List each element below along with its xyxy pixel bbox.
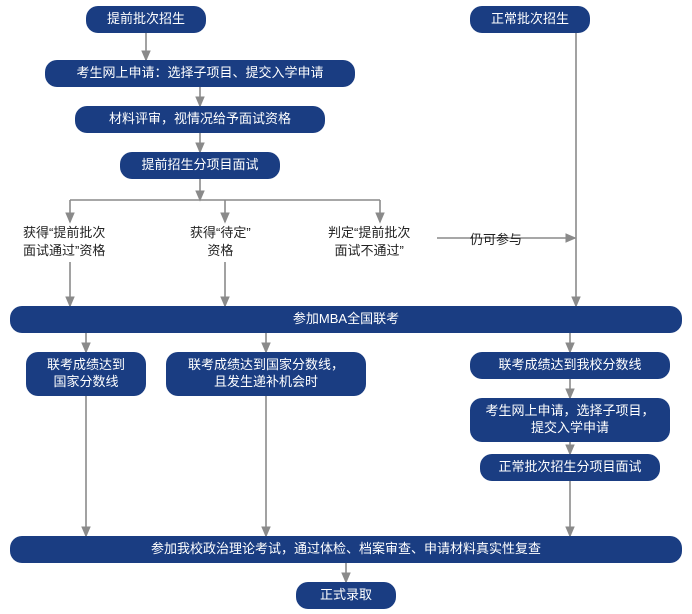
text-result-fail: 判定“提前批次面试不通过” [328,224,410,259]
node-score-national: 联考成绩达到国家分数线 [26,352,146,396]
node-normal-interview: 正常批次招生分项目面试 [480,454,660,481]
text-result-pending: 获得“待定”资格 [190,224,251,259]
node-normal-batch: 正常批次招生 [470,6,590,33]
node-admission: 正式录取 [296,582,396,609]
node-normal-apply: 考生网上申请，选择子项目，提交入学申请 [470,398,670,442]
node-mba-exam: 参加MBA全国联考 [10,306,682,333]
node-early-interview: 提前招生分项目面试 [120,152,280,179]
node-score-supplement: 联考成绩达到国家分数线，且发生递补机会时 [166,352,366,396]
node-online-apply: 考生网上申请：选择子项目、提交入学申请 [45,60,355,87]
node-score-school: 联考成绩达到我校分数线 [470,352,670,379]
node-material-review: 材料评审，视情况给予面试资格 [75,106,325,133]
node-final-review: 参加我校政治理论考试，通过体检、档案审查、申请材料真实性复查 [10,536,682,563]
text-can-still-join: 仍可参与 [470,231,522,249]
node-early-batch: 提前批次招生 [86,6,206,33]
text-result-pass: 获得“提前批次面试通过”资格 [23,224,105,259]
